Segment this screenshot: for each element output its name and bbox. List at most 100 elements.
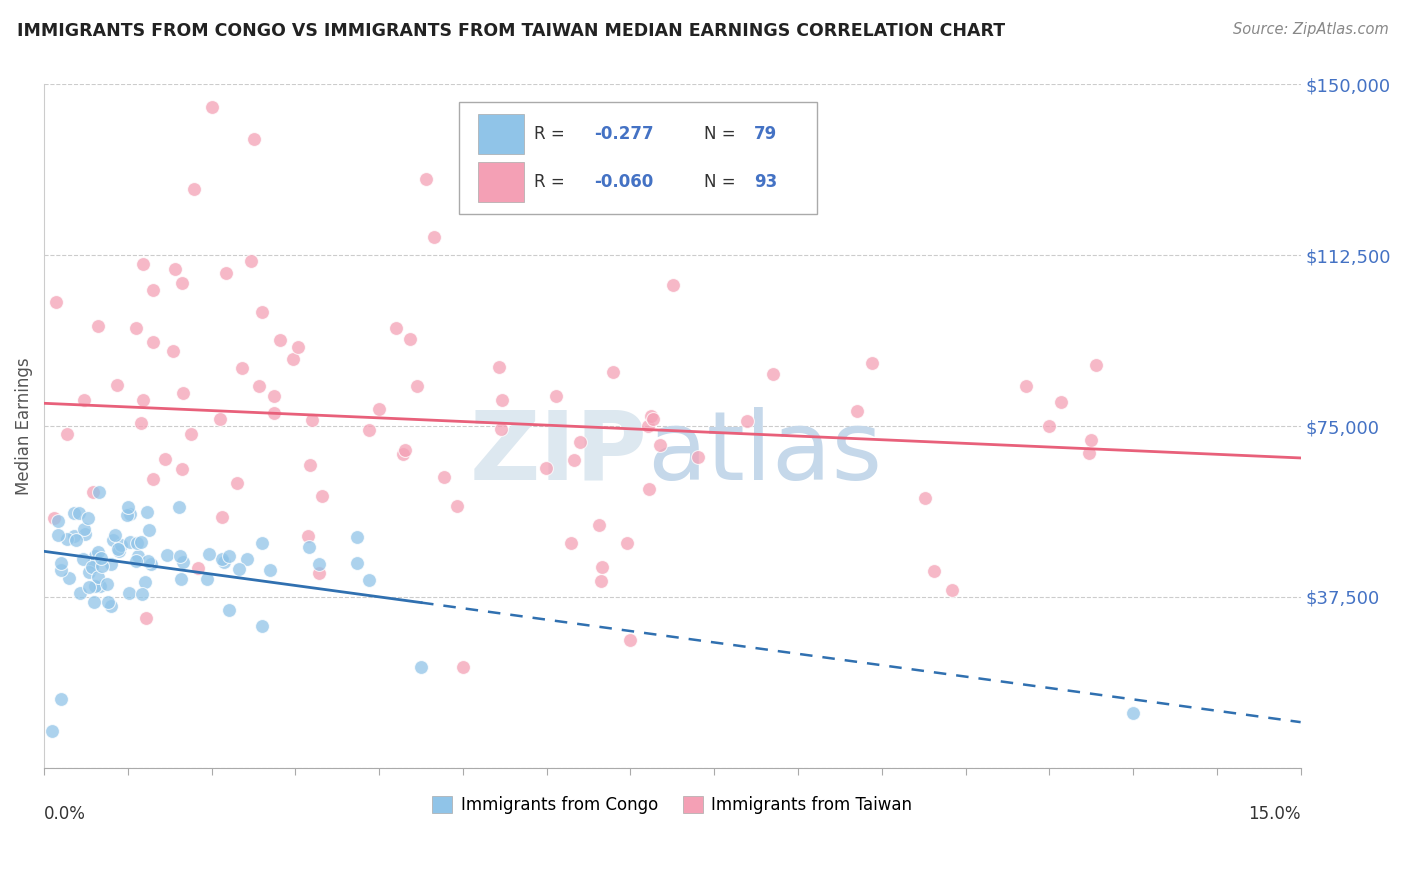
Point (46, 528, 69, 542)
Point (77, 565, 100, 579)
Point (409, 660, 432, 674)
Point (735, 414, 758, 428)
Point (211, 552, 233, 566)
Point (385, 321, 408, 335)
Point (1038, 419, 1060, 434)
Point (860, 356, 883, 370)
Point (591, 574, 613, 589)
Point (169, 549, 191, 563)
Point (135, 611, 157, 625)
Point (83, 579, 105, 593)
Text: R =: R = (534, 125, 571, 143)
Point (236, 552, 259, 566)
Point (534, 461, 557, 475)
Text: ZIP: ZIP (470, 407, 647, 500)
Point (156, 548, 179, 562)
Point (211, 510, 233, 524)
Point (80, 559, 103, 574)
Point (240, 254, 263, 268)
Point (41, 724, 63, 739)
Point (619, 633, 641, 648)
Point (51, 563, 73, 577)
Point (922, 565, 945, 579)
Point (627, 200, 650, 214)
Text: R =: R = (534, 173, 571, 191)
Point (67, 506, 90, 520)
Point (392, 447, 415, 461)
Text: IMMIGRANTS FROM CONGO VS IMMIGRANTS FROM TAIWAN MEDIAN EARNINGS CORRELATION CHAR: IMMIGRANTS FROM CONGO VS IMMIGRANTS FROM… (17, 22, 1005, 40)
Point (846, 404, 869, 418)
Point (643, 412, 665, 426)
Point (134, 575, 156, 590)
Text: 0.0%: 0.0% (44, 805, 86, 823)
Point (226, 475, 249, 490)
Point (346, 556, 368, 570)
Point (544, 389, 567, 403)
Point (89, 579, 111, 593)
Point (172, 555, 194, 569)
Point (100, 557, 122, 571)
Text: N =: N = (704, 125, 741, 143)
Point (263, 389, 285, 403)
Point (65, 533, 87, 548)
Point (183, 182, 205, 196)
Point (136, 505, 159, 519)
Point (560, 536, 582, 550)
Point (616, 535, 638, 549)
Point (83, 594, 105, 608)
Point (433, 469, 456, 483)
Point (91, 559, 114, 574)
Point (662, 278, 685, 293)
Point (367, 401, 389, 416)
Point (83, 555, 105, 569)
Point (298, 540, 321, 554)
Point (170, 572, 193, 586)
Point (209, 412, 232, 426)
Point (359, 573, 381, 587)
Point (648, 438, 671, 452)
FancyBboxPatch shape (478, 161, 524, 202)
Text: 15.0%: 15.0% (1249, 805, 1301, 823)
Point (115, 508, 138, 522)
Point (125, 320, 148, 334)
Point (357, 423, 380, 437)
Point (105, 378, 128, 392)
Point (87, 570, 110, 584)
Point (127, 549, 149, 564)
Point (76, 511, 98, 525)
Point (308, 566, 330, 580)
Point (45, 295, 67, 310)
Text: 79: 79 (754, 125, 778, 143)
Text: 93: 93 (754, 173, 778, 191)
Point (346, 529, 368, 543)
Point (423, 230, 446, 244)
Point (308, 558, 330, 572)
Point (406, 378, 429, 392)
Point (69, 586, 91, 600)
Text: -0.060: -0.060 (595, 173, 654, 191)
Point (100, 599, 122, 613)
Point (562, 453, 585, 467)
Point (162, 343, 184, 358)
Point (489, 422, 512, 436)
Text: atlas: atlas (647, 407, 883, 500)
Point (247, 379, 270, 393)
Point (941, 582, 963, 597)
Point (142, 284, 165, 298)
Point (259, 563, 281, 577)
Point (117, 500, 139, 514)
Point (640, 409, 662, 423)
Point (83, 549, 105, 564)
Point (269, 333, 291, 347)
Point (46, 514, 69, 528)
Point (602, 365, 624, 379)
Point (1050, 395, 1073, 409)
Point (218, 603, 240, 617)
Point (198, 547, 221, 561)
Point (72, 552, 94, 566)
Point (201, 100, 224, 114)
Point (104, 528, 127, 542)
Point (138, 523, 160, 537)
Point (49, 556, 72, 570)
Point (415, 172, 437, 186)
